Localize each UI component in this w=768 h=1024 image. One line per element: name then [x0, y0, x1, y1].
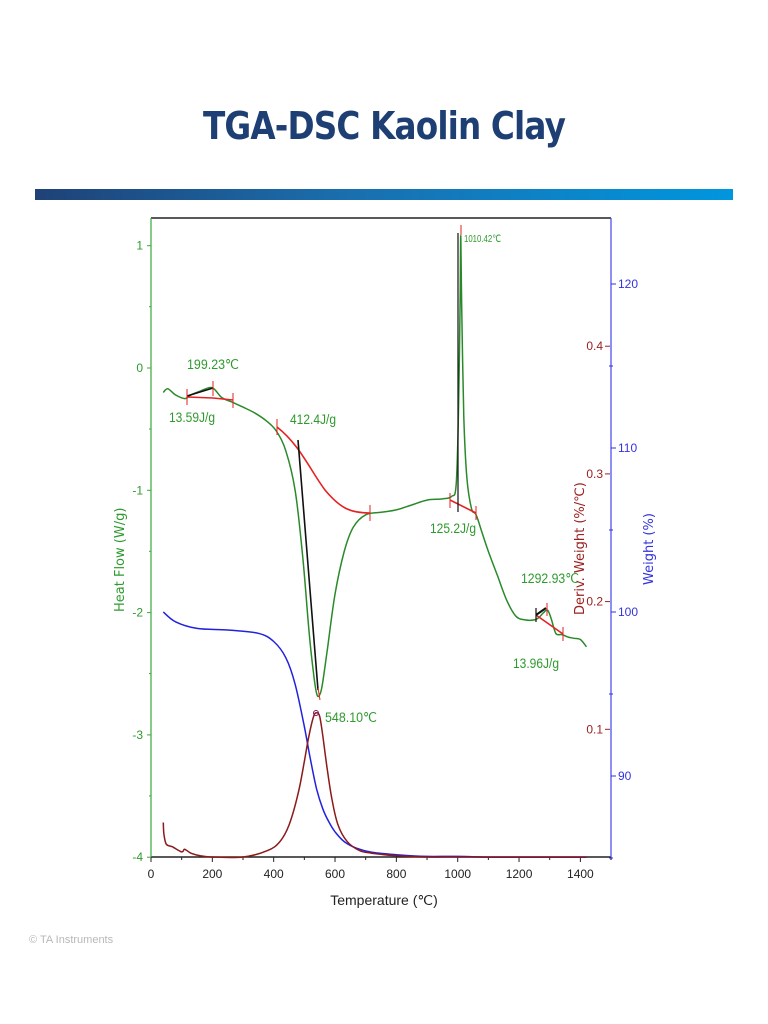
- deriv-weight-axis-title: Deriv. Weight (%/℃): [573, 482, 588, 615]
- heat-flow-curve: [162, 235, 588, 698]
- series-layer: [162, 235, 588, 859]
- heat-flow-tick-label: -4: [132, 850, 143, 864]
- annotation-enthalpy-13-96: 13.96J/g: [513, 655, 559, 671]
- weight-tick-label: 110: [618, 441, 637, 455]
- x-axis-title: Temperature (℃): [330, 892, 438, 908]
- heat-flow-tick-label: -2: [132, 606, 143, 620]
- annotation-enthalpy-13-59: 13.59J/g: [169, 409, 215, 425]
- weight-tick-label: 90: [618, 769, 632, 783]
- weight-axis-title: Weight (%): [642, 513, 657, 585]
- heat-flow-tick-label: 0: [136, 361, 143, 375]
- x-tick-label: 1000: [444, 867, 471, 881]
- heat-flow-axis-title: Heat Flow (W/g): [113, 508, 128, 612]
- copyright-footer: © TA Instruments: [29, 934, 114, 946]
- x-tick-label: 0: [148, 867, 155, 881]
- x-tick-label: 1400: [567, 867, 594, 881]
- x-axis-ticks: 0 200 400 600 800 1000 1200 1400: [148, 857, 612, 881]
- deriv-weight-curve: [162, 711, 587, 859]
- annotations: 199.23℃ 13.59J/g 412.4J/g 548.10℃ 1010.4…: [169, 234, 579, 725]
- integration-baselines: [186, 225, 564, 716]
- plot-frame: [150, 217, 612, 860]
- annotation-enthalpy-125-2: 125.2J/g: [430, 520, 476, 536]
- heat-flow-axis: 1 0 -1 -2 -3 -4: [132, 239, 151, 864]
- annotation-peak-1292: 1292.93℃: [521, 570, 579, 586]
- deriv-weight-tick-label: 0.4: [586, 339, 603, 353]
- slide-title: TGA-DSC Kaolin Clay: [202, 104, 566, 148]
- x-tick-label: 1200: [506, 867, 533, 881]
- x-tick-label: 600: [325, 867, 345, 881]
- weight-tick-label: 100: [618, 605, 638, 619]
- heat-flow-tick-label: 1: [136, 239, 143, 253]
- x-tick-label: 800: [386, 867, 406, 881]
- heat-flow-tick-label: -3: [132, 728, 143, 742]
- x-tick-label: 200: [202, 867, 222, 881]
- deriv-weight-tick-label: 0.1: [586, 722, 603, 736]
- annotation-peak-1010: 1010.42℃: [464, 234, 501, 245]
- deriv-weight-tick-label: 0.3: [586, 467, 603, 481]
- annotation-peak-548: 548.10℃: [325, 709, 377, 725]
- x-tick-label: 400: [264, 867, 284, 881]
- heat-flow-tick-label: -1: [132, 483, 143, 497]
- annotation-enthalpy-412-4: 412.4J/g: [290, 411, 336, 427]
- deriv-weight-axis: 0.4 0.3 0.2 0.1: [586, 339, 610, 736]
- weight-tick-label: 120: [618, 277, 638, 291]
- weight-curve: [162, 611, 587, 858]
- title-divider-bar: [35, 189, 733, 200]
- deriv-weight-tick-label: 0.2: [586, 595, 603, 609]
- weight-axis: 120 110 100 90: [609, 277, 638, 859]
- annotation-peak-199: 199.23℃: [187, 356, 239, 372]
